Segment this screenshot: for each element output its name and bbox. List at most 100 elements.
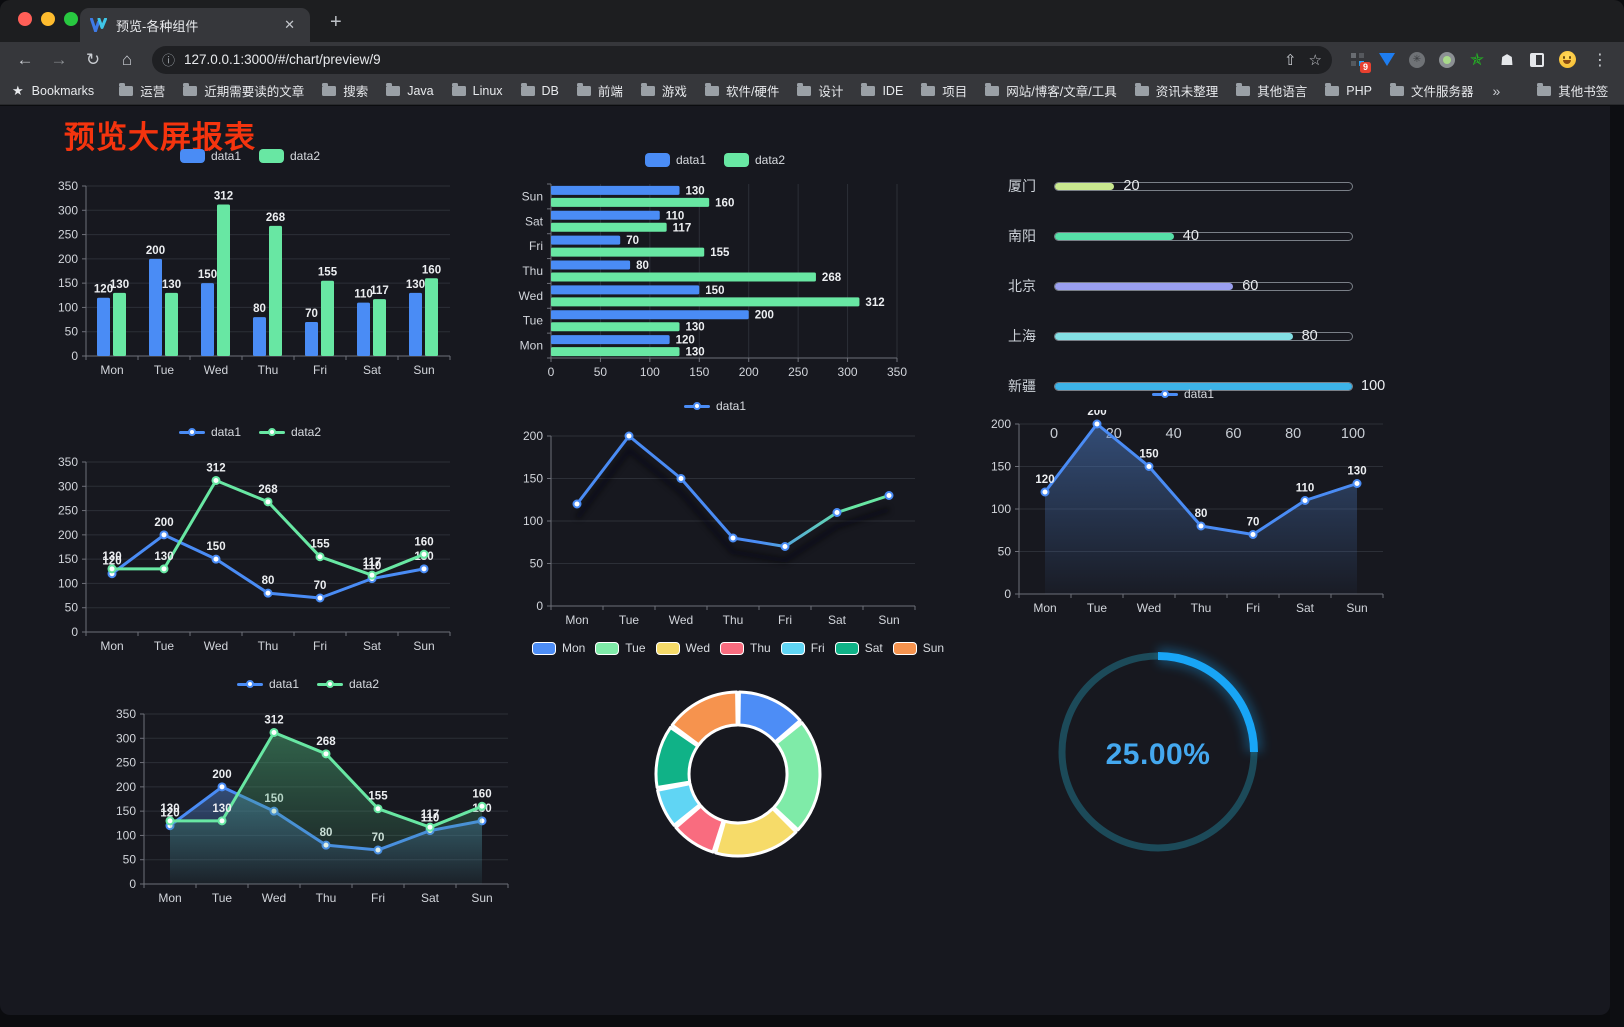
svg-text:200: 200 xyxy=(212,769,231,781)
bookmark-folder[interactable]: 资讯未整理 xyxy=(1126,78,1228,103)
legend-item[interactable]: data2 xyxy=(317,677,379,691)
bookmark-folder[interactable]: 网站/博客/文章/工具 xyxy=(976,78,1125,103)
browser-tab[interactable]: 预览-各种组件 ✕ xyxy=(80,8,310,42)
folder-icon xyxy=(640,83,655,96)
svg-text:Sat: Sat xyxy=(363,639,382,653)
page-scrollbar[interactable] xyxy=(1610,106,1624,1027)
tab-close-icon[interactable]: ✕ xyxy=(284,17,295,32)
svg-text:130: 130 xyxy=(406,279,425,291)
svg-text:Sun: Sun xyxy=(413,639,434,653)
legend-item[interactable]: data2 xyxy=(259,425,321,439)
bookmark-folder[interactable]: DB xyxy=(512,81,568,101)
new-tab-button[interactable]: + xyxy=(330,11,342,33)
legend-item[interactable]: data1 xyxy=(644,153,706,167)
profile-avatar[interactable] xyxy=(1558,51,1576,69)
legend-item[interactable]: Wed xyxy=(655,641,710,655)
bookmark-folder[interactable]: 游戏 xyxy=(632,78,696,103)
other-bookmarks-folder[interactable]: 其他书签 xyxy=(1528,78,1617,103)
svg-text:250: 250 xyxy=(116,756,136,770)
legend-item[interactable]: data1 xyxy=(1151,387,1214,401)
svg-text:117: 117 xyxy=(363,557,382,569)
grouped-bar-chart-canvas[interactable]: 0 50 100 150 200 250 300 350 Mon Tue Wed Thu Fri Sat S… xyxy=(40,172,460,382)
bar-chart-legend: data1 data2 xyxy=(40,146,460,166)
url-text[interactable]: 127.0.0.1:3000/#/chart/preview/9 xyxy=(184,52,381,67)
browser-menu-icon[interactable]: ⋮ xyxy=(1592,51,1608,69)
bookmarks-star-icon[interactable]: ★ xyxy=(12,82,24,98)
progress-track: 100 xyxy=(1054,378,1385,394)
bookmark-folder[interactable]: Java xyxy=(377,81,442,101)
two-series-line-chart-canvas[interactable]: 0 50 100 150 200 250 300 350 Mon Tue Wed Thu Fri Sat S… xyxy=(40,448,460,658)
svg-text:Tue: Tue xyxy=(523,314,544,328)
forward-icon[interactable]: → xyxy=(50,49,68,69)
svg-text:350: 350 xyxy=(58,179,78,193)
bookmarks-overflow-icon[interactable]: » xyxy=(1492,82,1501,99)
svg-text:80: 80 xyxy=(1195,508,1208,520)
window-zoom-button[interactable] xyxy=(64,12,78,26)
dark-circle-extension-icon[interactable]: ✳ xyxy=(1408,51,1426,69)
legend-item[interactable]: Tue xyxy=(595,641,646,655)
folder-icon xyxy=(119,83,134,96)
area-chart-canvas[interactable]: 0 50 100 150 200 Mon Tue Wed Thu Fri Sat Sun 120 200 1… xyxy=(973,410,1393,620)
bookmark-folder[interactable]: IDE xyxy=(852,81,912,101)
bookmark-folder[interactable]: 设计 xyxy=(788,78,852,103)
back-icon[interactable]: ← xyxy=(16,49,34,69)
legend-item[interactable]: Sun xyxy=(892,641,944,655)
bookmark-star-icon[interactable]: ☆ xyxy=(1308,51,1322,69)
bookmark-folder[interactable]: 文件服务器 xyxy=(1381,78,1483,103)
legend-item[interactable]: data2 xyxy=(259,149,320,163)
progress-label: 厦门 xyxy=(1008,178,1036,194)
svg-text:200: 200 xyxy=(116,780,136,794)
progress-row: 北京 60 xyxy=(1008,276,1353,296)
bookmark-folder[interactable]: 搜索 xyxy=(313,78,377,103)
legend-item[interactable]: data2 xyxy=(724,153,785,167)
share-icon[interactable]: ⇧ xyxy=(1283,51,1297,69)
legend-item[interactable]: Mon xyxy=(531,641,585,655)
legend-item[interactable]: data1 xyxy=(683,399,746,413)
legend-item[interactable]: Fri xyxy=(780,641,825,655)
dashboard-page: 预览大屏报表 data1 data2 0 50 100 150 200 250 300 350 M… xyxy=(0,106,1610,1015)
bookmark-folder[interactable]: Linux xyxy=(443,81,512,101)
legend-item[interactable]: data1 xyxy=(236,677,299,691)
svg-text:117: 117 xyxy=(421,809,440,821)
bookmark-folder[interactable]: 项目 xyxy=(912,78,976,103)
site-info-icon[interactable]: ⓘ xyxy=(162,53,176,68)
svg-text:120: 120 xyxy=(160,808,179,820)
bookmark-folder[interactable]: 近期需要读的文章 xyxy=(174,78,313,103)
extensions-puzzle-icon[interactable]: ☗ xyxy=(1500,51,1514,69)
gradient-line-chart-canvas[interactable]: 0 50 100 150 200 Mon Tue Wed Thu Fri Sat Sun xyxy=(505,422,925,632)
bookmark-folder[interactable]: 前端 xyxy=(568,78,632,103)
progress-bars-canvas[interactable]: 厦门 20 南阳 40 北京 60 上海 80 新疆 100 0 20 40 60 80 100 xyxy=(1008,176,1385,444)
tab-manager-extension-icon[interactable]: 9 xyxy=(1348,51,1371,73)
legend-item[interactable]: data1 xyxy=(179,149,241,163)
address-bar[interactable]: ⓘ 127.0.0.1:3000/#/chart/preview/9 ⇧ ☆ xyxy=(152,45,1332,74)
reload-icon[interactable]: ↻ xyxy=(85,49,101,69)
two-series-area-chart-canvas[interactable]: 0 50 100 150 200 250 300 350 Mon Tue Wed Thu Fri Sat S… xyxy=(98,700,518,910)
svg-text:130: 130 xyxy=(686,185,705,197)
svg-text:Sun: Sun xyxy=(471,891,492,905)
legend-item[interactable]: Sat xyxy=(834,641,883,655)
hbar-chart-legend: data1 data2 xyxy=(505,150,925,170)
tab-strip: 预览-各种组件 ✕ + xyxy=(0,0,1624,42)
svg-text:120: 120 xyxy=(102,556,121,568)
bookmark-folder[interactable]: PHP xyxy=(1316,81,1381,101)
green-dot-extension-icon[interactable] xyxy=(1438,51,1456,69)
star-extension-icon[interactable]: ✯ xyxy=(1469,49,1485,69)
window-close-button[interactable] xyxy=(18,12,32,26)
svg-text:150: 150 xyxy=(58,276,78,290)
folder-icon xyxy=(1325,83,1340,96)
window-minimize-button[interactable] xyxy=(41,12,55,26)
gem-extension-icon[interactable] xyxy=(1378,51,1396,69)
home-icon[interactable]: ⌂ xyxy=(121,49,133,69)
bookmark-folder[interactable]: 运营 xyxy=(110,78,174,103)
gauge-canvas[interactable] xyxy=(1028,640,1288,870)
svg-text:Thu: Thu xyxy=(258,639,279,653)
svg-text:Fri: Fri xyxy=(313,363,327,377)
legend-item[interactable]: data1 xyxy=(178,425,241,439)
donut-chart-canvas[interactable] xyxy=(528,664,948,864)
svg-text:Mon: Mon xyxy=(520,339,543,353)
bookmark-folder[interactable]: 软件/硬件 xyxy=(696,78,788,103)
legend-item[interactable]: Thu xyxy=(720,641,771,655)
bookmark-folder[interactable]: 其他语言 xyxy=(1227,78,1316,103)
side-panel-icon[interactable] xyxy=(1528,51,1546,69)
